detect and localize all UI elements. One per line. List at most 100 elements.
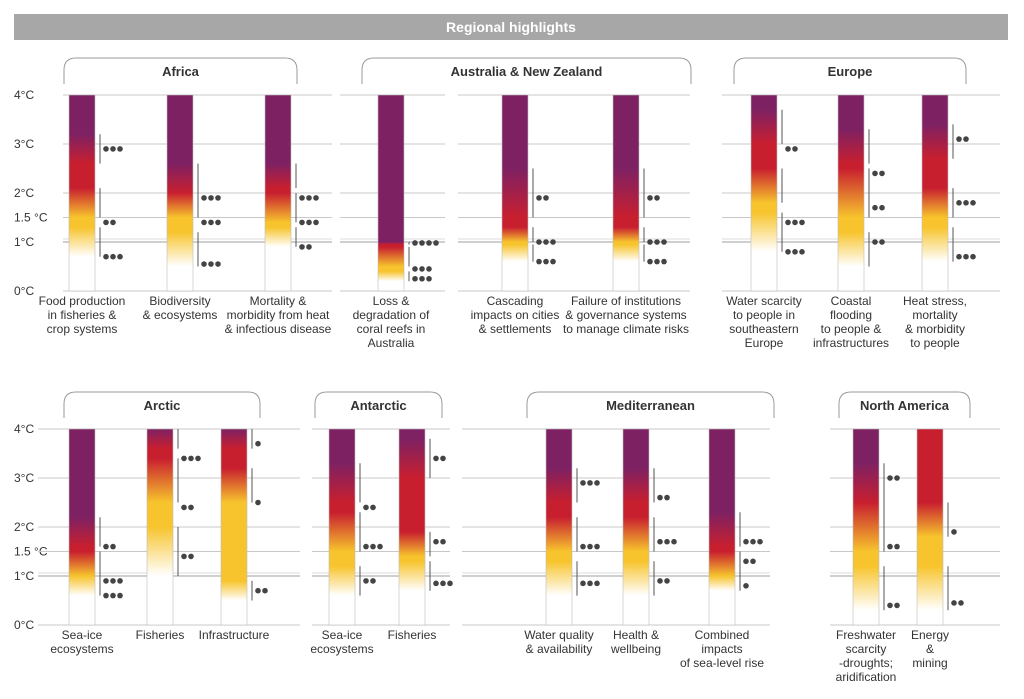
ember-label-line: Infrastructure [199,628,270,642]
ember-label-line: Energy [911,628,949,642]
ember-label: Food production in fisheries & crop system… [39,294,126,336]
confidence-dot [951,600,957,606]
confidence-dot [195,455,201,462]
confidence-dot [594,580,600,587]
ember-bar [68,428,96,626]
ember-label-line: Heat stress, [903,294,967,308]
region-title: Antarctic [350,398,406,413]
confidence-dot [447,580,453,587]
confidence-dot [657,494,663,501]
ember-bar [68,94,96,292]
region-bracket [361,57,692,84]
confidence-dot [370,543,376,550]
confidence-dot [433,240,439,246]
confidence-dot [958,600,964,606]
confidence-dot [887,543,893,550]
confidence-dot [110,592,116,599]
confidence-dot [201,195,207,201]
ember-bar [916,428,944,626]
confidence-dot [872,170,878,177]
confidence-dot [956,253,962,260]
ember-label-line: Europe [745,336,784,350]
y-tick-label: 1°C [14,235,34,249]
confidence-dot [440,538,446,545]
confidence-dot [872,239,878,245]
ember-label-line: wellbeing [610,642,661,656]
confidence-dot [181,504,187,511]
confidence-dot [117,253,123,260]
chart-title: Regional highlights [14,14,1008,40]
confidence-dot [872,204,878,211]
confidence-dot [654,258,660,265]
confidence-dot [580,480,586,486]
y-tick-label: 0°C [14,618,34,632]
confidence-dot [103,592,109,599]
confidence-dot [963,253,969,260]
y-tick-label: 1.5 °C [14,545,48,559]
region-title: Australia & New Zealand [451,64,603,79]
ember-label: Mortality & morbidity from heat & infectio… [225,294,332,336]
ember-bar [501,94,529,292]
ember-label-line: aridification [836,670,897,684]
confidence-dot [370,578,376,584]
confidence-dot [370,504,376,511]
confidence-dot [412,275,418,282]
ember-label-line: impacts [701,642,742,656]
confidence-dot [110,253,116,260]
region-title: Mediterranean [606,398,695,413]
ember-label: Heat stress, mortality & morbidity to peopl… [903,294,967,350]
y-tick-label: 2°C [14,520,34,534]
confidence-dot [181,553,187,560]
confidence-dot [654,239,660,245]
confidence-dot [887,602,893,609]
ember-label-line: in fisheries & [48,308,117,322]
ember-label-line: Fisheries [388,628,437,642]
ember-label-line: & availability [526,642,593,656]
region-bracket [838,391,971,418]
confidence-dot [587,580,593,587]
ember-label-line: scarcity [846,642,887,656]
y-tick-label: 3°C [14,137,34,151]
confidence-dot [657,538,663,545]
ember-label-line: crop systems [47,322,118,336]
confidence-dot [412,266,418,272]
confidence-dot [363,504,369,511]
y-tick-label: 2°C [14,186,34,200]
confidence-dot [750,538,756,545]
y-tick-label: 3°C [14,471,34,485]
ember-label-line: Water quality [524,628,594,642]
confidence-dot [743,583,749,589]
confidence-dot [440,455,446,462]
confidence-dot [879,170,885,177]
confidence-dot [117,146,123,152]
confidence-dot [262,587,268,594]
confidence-dot [956,136,962,142]
ember-bar [622,428,650,626]
ember-label-line: Sea-ice [62,628,103,642]
ember-label: Water scarcity to people in southeastern Eu… [726,294,802,350]
confidence-dot [536,258,542,265]
confidence-dot [963,136,969,142]
confidence-dot [951,529,957,535]
confidence-dot [363,543,369,550]
confidence-dot [215,195,221,201]
ember-label: Coastal flooding to people & infrastructure… [813,294,889,350]
confidence-dot [543,195,549,201]
y-tick-label: 0°C [14,284,34,298]
region-title: Arctic [144,398,181,413]
confidence-dot [970,200,976,206]
ember-bar [837,94,865,292]
ember-bar [146,428,174,626]
ember-label: Cascading impacts on cities & settlements [471,294,560,336]
region-bracket [314,391,443,418]
confidence-dot [536,239,542,245]
confidence-dot [587,543,593,550]
confidence-dot [117,592,123,599]
confidence-dot [743,538,749,545]
confidence-dot [110,543,116,550]
ember-bar [377,94,405,292]
ember-label-line: Combined [695,628,750,642]
confidence-dot [110,146,116,152]
confidence-dot [215,219,221,226]
